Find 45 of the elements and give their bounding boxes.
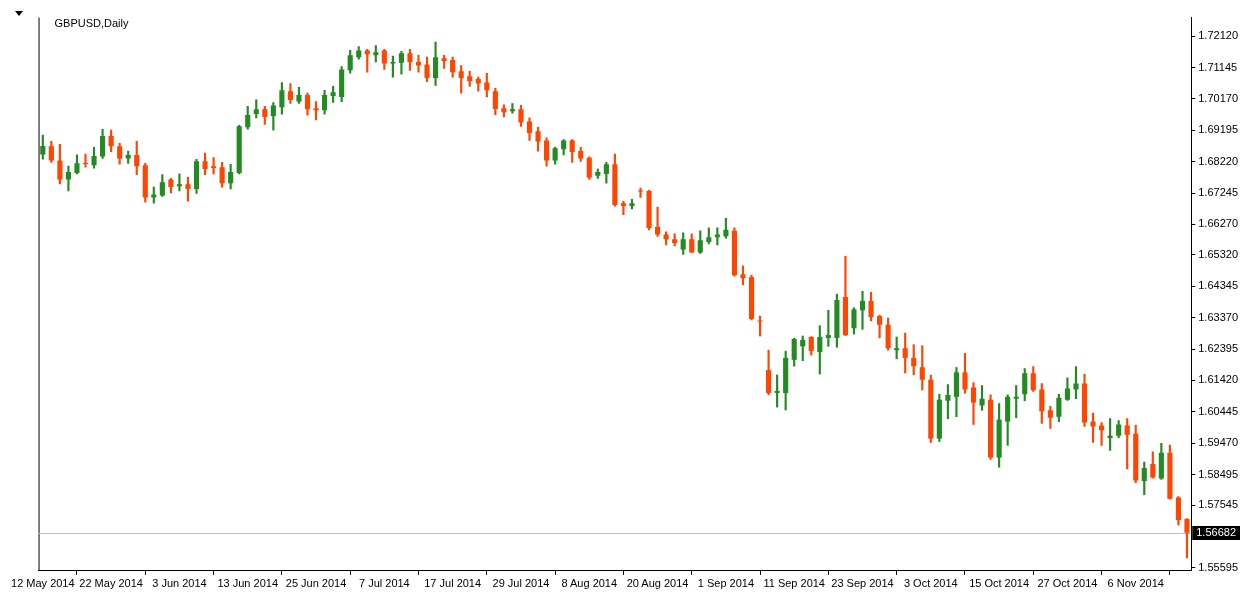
- chart-title: GBPUSD,Daily: [54, 16, 129, 29]
- y-tick-label: 1.65320: [1198, 247, 1238, 260]
- candlestick: [415, 54, 422, 73]
- candlestick: [82, 153, 89, 168]
- y-tick-label: 1.57545: [1198, 498, 1238, 511]
- x-tick-label: 25 Jun 2014: [285, 577, 347, 590]
- x-tick-label: 20 Aug 2014: [626, 577, 689, 590]
- x-tick-label: 23 Sep 2014: [831, 577, 894, 590]
- candlestick: [65, 165, 71, 192]
- y-tick-label: 1.63370: [1198, 310, 1238, 323]
- candlestick: [637, 187, 644, 198]
- x-tick-label: 3 Jun 2014: [152, 577, 207, 590]
- x-tick-label: 12 May 2014: [11, 577, 75, 590]
- x-tick-label: 11 Sep 2014: [763, 577, 825, 590]
- y-tick-label: 1.66270: [1198, 217, 1238, 230]
- y-tick-label: 1.62395: [1198, 342, 1238, 355]
- x-tick-label: 7 Jul 2014: [358, 577, 410, 590]
- candlestick: [859, 290, 866, 330]
- candlestick: [509, 103, 515, 114]
- candlestick: [211, 157, 217, 175]
- x-tick-label: 13 Jun 2014: [217, 577, 279, 590]
- x-tick-label: 22 May 2014: [79, 577, 143, 590]
- y-tick-label: 1.60445: [1198, 404, 1238, 417]
- x-tick-label: 29 Jul 2014: [492, 577, 550, 590]
- x-tick-label: 3 Oct 2014: [903, 577, 958, 590]
- y-tick-label: 1.61420: [1198, 373, 1238, 386]
- x-tick-label: 15 Oct 2014: [969, 577, 1030, 590]
- y-tick-label: 1.58495: [1198, 467, 1238, 480]
- x-tick-label: 17 Jul 2014: [424, 577, 482, 590]
- candlestick: [176, 173, 182, 192]
- y-tick-label: 1.68220: [1198, 154, 1238, 167]
- ref-line-label: 1.56682: [1196, 526, 1236, 539]
- x-tick-label: 8 Aug 2014: [561, 577, 618, 590]
- candlestick: [620, 200, 626, 216]
- y-tick-label: 1.69195: [1198, 123, 1238, 136]
- x-tick-label: 27 Oct 2014: [1037, 577, 1098, 590]
- y-tick-label: 1.55595: [1198, 560, 1238, 573]
- y-tick-label: 1.70170: [1198, 92, 1238, 104]
- y-tick-label: 1.59470: [1198, 436, 1238, 449]
- y-tick-label: 1.64345: [1198, 279, 1238, 292]
- x-tick-label: 6 Nov 2014: [1107, 577, 1164, 590]
- y-tick-label: 1.71145: [1198, 60, 1238, 73]
- y-tick-label: 1.67245: [1198, 186, 1238, 199]
- x-tick-label: 1 Sep 2014: [697, 577, 755, 590]
- y-tick-label: 1.72120: [1198, 29, 1238, 42]
